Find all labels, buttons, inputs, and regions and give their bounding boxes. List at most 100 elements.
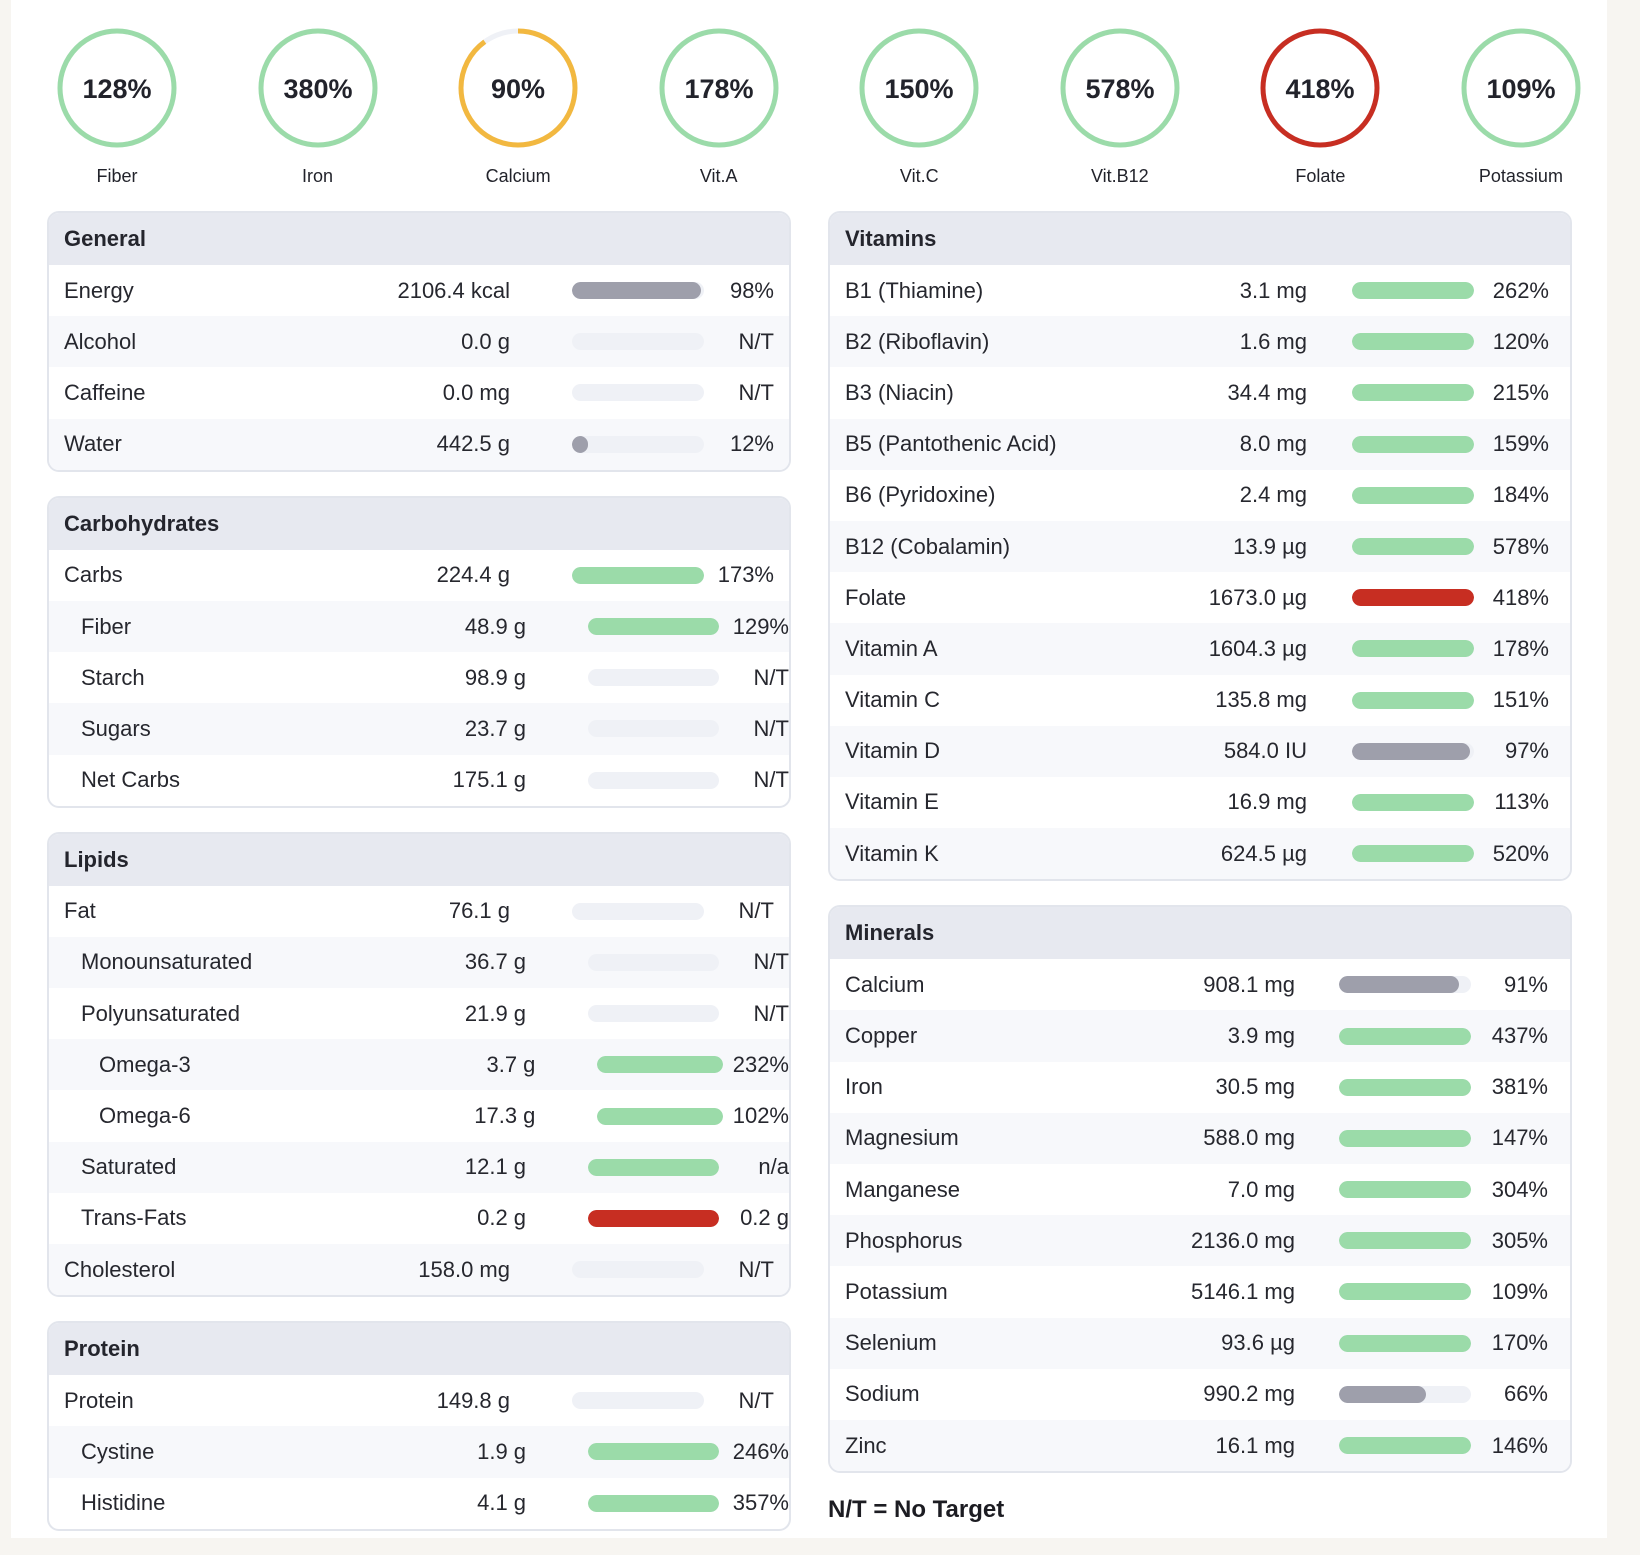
progress-fill [1339,1232,1471,1250]
nutrient-amount: 588.0 mg [1203,1125,1295,1151]
nutrient-row: Cystine 1.9 g 246% [49,1426,789,1478]
target-percent: N/T [738,1387,774,1413]
nutrient-row: B2 (Riboflavin) 1.6 mg 120% [830,316,1570,368]
target-percent: N/T [753,664,789,690]
nutrient-row: Vitamin D 584.0 IU 97% [830,725,1570,777]
nutrient-row: Phosphorus 2136.0 mg 305% [830,1215,1570,1267]
target-percent: 215% [1492,379,1549,405]
nutrient-name: Net Carbs [81,767,181,793]
nutrient-row: Calcium 908.1 mg 91% [830,959,1570,1010]
progress-bar [1339,1027,1471,1045]
target-percent: 305% [1491,1227,1548,1253]
nutrient-row: Net Carbs 175.1 g N/T [49,755,789,806]
nutrient-name: Alcohol [64,328,137,354]
nutrient-name: Vitamin E [845,789,939,815]
progress-bar [1352,793,1474,811]
nutrient-row: B6 (Pyridoxine) 2.4 mg 184% [830,470,1570,521]
nutrient-row: Iron 30.5 mg 381% [830,1062,1570,1113]
progress-bar [1339,976,1471,994]
panel-title: General [49,213,789,265]
nutrient-amount: 21.9 g [464,1000,527,1026]
progress-fill [1339,1385,1427,1403]
nutrient-row: Sugars 23.7 g N/T [49,703,789,755]
nutrient-name: Vitamin D [845,738,940,764]
nutrient-row: Vitamin E 16.9 mg 113% [830,777,1570,828]
nutrient-name: B6 (Pyridoxine) [845,482,996,508]
progress-fill [572,282,702,300]
nutrient-amount: 2.4 mg [1239,482,1307,508]
progress-bar [1352,435,1474,453]
nutrient-row: B5 (Pantothenic Acid) 8.0 mg 159% [830,418,1570,470]
nutrient-name: B3 (Niacin) [845,379,954,405]
progress-bar [572,333,704,351]
nutrient-name: Manganese [845,1176,960,1202]
nutrient-amount: 16.9 mg [1227,789,1308,815]
target-percent: 151% [1492,687,1549,713]
progress-fill [588,1494,720,1512]
ring-label: Potassium [1478,166,1563,186]
target-percent: n/a [758,1154,789,1180]
progress-bar [572,384,704,402]
progress-fill [1352,742,1471,760]
nutrient-amount: 76.1 g [448,898,510,924]
progress-fill [1352,589,1474,607]
progress-fill [588,1443,720,1461]
panel-protein: Protein Protein 149.8 g N/T Cystine 1.9 g 246… [47,1321,791,1531]
nutrient-row: Carbs 224.4 g 173% [49,550,789,601]
left-column: General Energy 2106.4 kcal 98% Alcohol 0.0 g… [47,211,791,1555]
nutrient-amount: 34.4 mg [1227,379,1308,405]
target-percent: 262% [1492,277,1549,303]
target-percent: 520% [1492,840,1549,866]
nutrient-name: Vitamin K [845,840,939,866]
target-percent: N/T [738,379,774,405]
ring-label: Vit.A [699,166,738,186]
progress-bar [1352,640,1474,658]
target-percent: 578% [1492,533,1549,559]
target-percent: 147% [1491,1125,1548,1151]
ring-value: 128% [82,74,151,104]
progress-fill [1352,282,1474,300]
ring-fiber: 128% Fiber [47,24,187,194]
progress-bar [1339,1283,1471,1301]
nutrient-row: Protein 149.8 g N/T [49,1375,789,1426]
target-percent: 357% [732,1490,789,1516]
progress-fill [1352,538,1474,556]
progress-bar [1352,742,1474,760]
progress-ring: 90% [458,28,578,148]
panel-carbohydrates: Carbohydrates Carbs 224.4 g 173% Fiber 48.9 … [47,495,791,808]
nutrient-name: Vitamin C [845,687,940,713]
nutrient-name: Water [64,431,122,457]
ring-potassium: 109% Potassium [1451,24,1591,194]
target-percent: 109% [1491,1278,1548,1304]
nutrient-amount: 3.9 mg [1227,1023,1295,1049]
ring-label: Calcium [485,166,551,186]
progress-ring: 150% [859,28,979,148]
ring-label: Fiber [96,166,138,186]
nutrient-amount: 1673.0 µg [1208,584,1307,610]
ring-value: 380% [283,74,352,104]
ring-arc [1060,28,1180,148]
nutrient-row: Caffeine 0.0 mg N/T [49,367,789,418]
target-percent: 246% [732,1438,789,1464]
ring-arc [859,28,979,148]
nutrient-row: Zinc 16.1 mg 146% [830,1419,1570,1472]
nutrient-amount: 1604.3 µg [1208,635,1307,661]
progress-bar [1339,1385,1471,1403]
nutrient-row: B12 (Cobalamin) 13.9 µg 578% [830,520,1570,573]
progress-ring: 578% [1060,28,1180,148]
progress-fill [1339,1027,1471,1045]
nutrient-row: Fat 76.1 g N/T [49,886,789,937]
target-percent: 97% [1504,738,1549,764]
nutrient-name: Omega-3 [99,1051,191,1077]
nutrient-amount: 2136.0 mg [1191,1227,1295,1253]
nutrient-amount: 1.6 mg [1239,328,1307,354]
progress-fill [1352,640,1474,658]
progress-bar [588,1494,720,1512]
progress-bar [1339,1078,1471,1096]
progress-bar [597,1107,723,1125]
progress-bar [588,1209,720,1227]
nutrient-amount: 93.6 µg [1221,1330,1295,1356]
nutrient-amount: 98.9 g [464,664,527,690]
target-percent: 170% [1491,1330,1548,1356]
nutrient-amount: 5146.1 mg [1191,1278,1295,1304]
